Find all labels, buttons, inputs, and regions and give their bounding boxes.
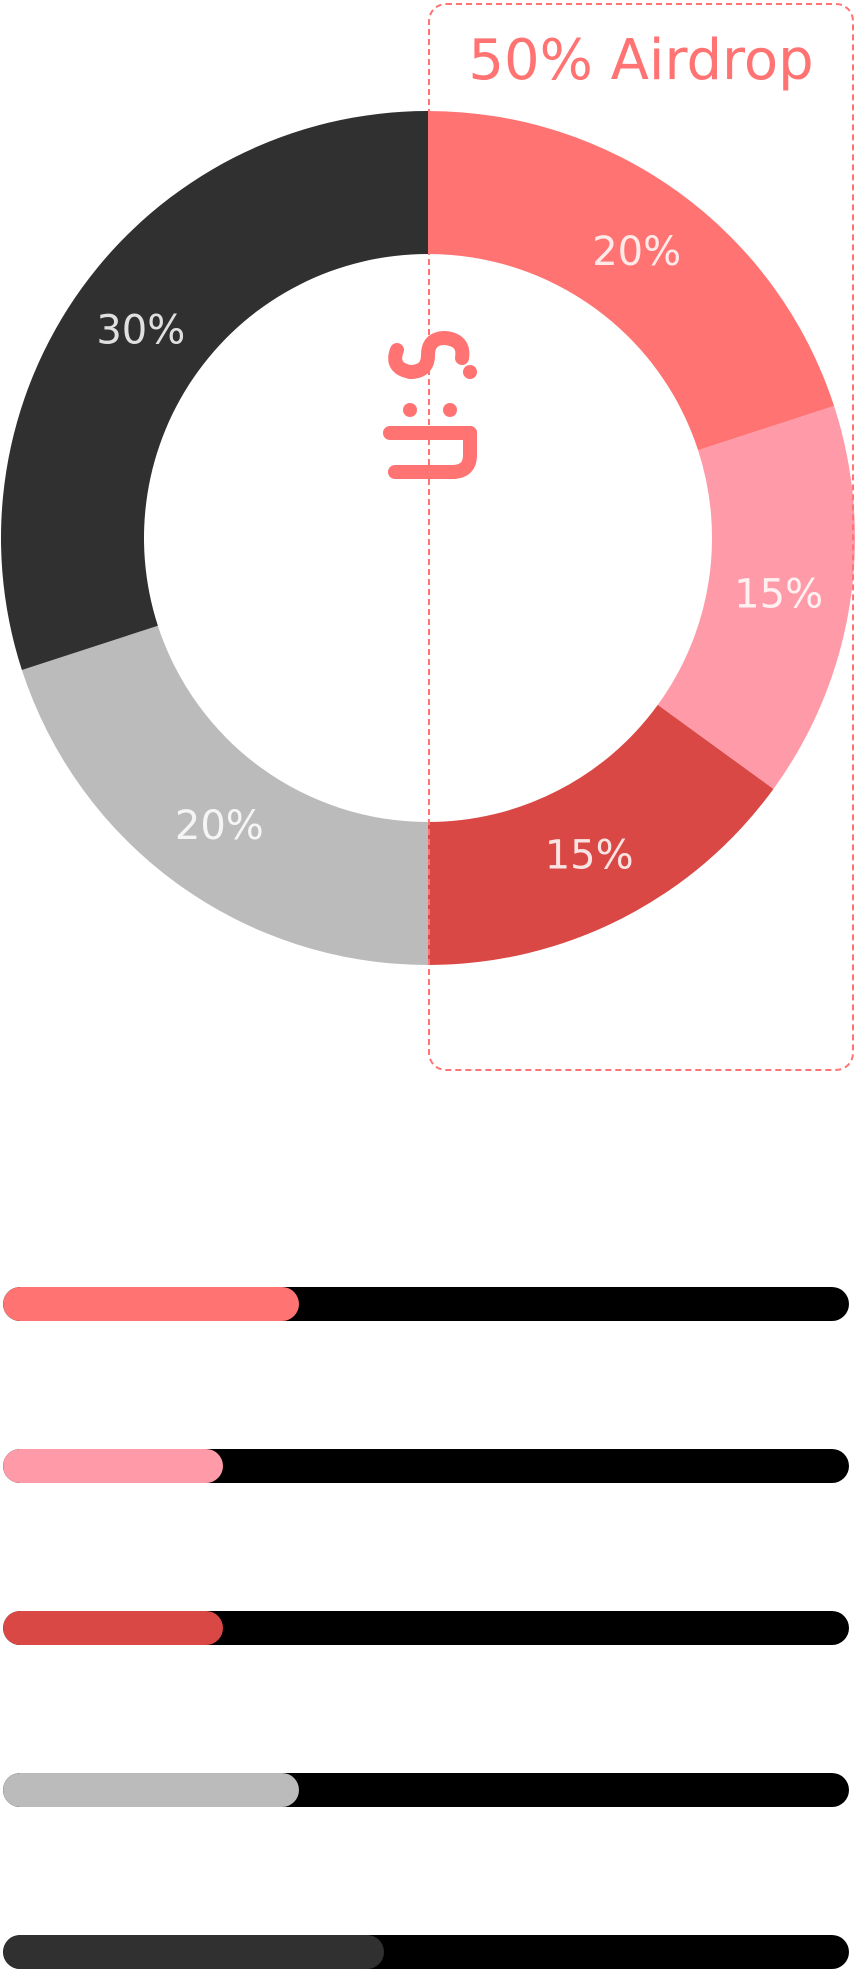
progress-bar-2: [3, 1449, 849, 1483]
progress-fill-4: [3, 1773, 300, 1807]
slice-label-3: 15%: [545, 832, 634, 878]
progress-bar-3: [3, 1611, 849, 1645]
progress-fill-5: [3, 1935, 384, 1969]
progress-fill-3: [3, 1611, 223, 1645]
donut-slice-1: [428, 111, 835, 451]
airdrop-highlight-box: [428, 3, 854, 1071]
slice-label-4: 20%: [175, 803, 264, 849]
airdrop-label: 50% Airdrop: [468, 28, 814, 93]
progress-bar-5: [3, 1935, 849, 1969]
uis-logo-icon: [383, 331, 477, 479]
donut-slice-2: [657, 406, 855, 789]
donut-chart: 20% 15% 15% 20% 30%: [0, 111, 855, 965]
donut-slice-3: [428, 704, 774, 965]
donut-slice-4: [21, 625, 429, 965]
slice-label-2: 15%: [734, 572, 823, 618]
slice-label-1: 20%: [592, 229, 681, 275]
progress-fill-2: [3, 1449, 223, 1483]
donut-slice-5: [0, 111, 428, 670]
progress-fill-1: [3, 1287, 300, 1321]
slice-label-5: 30%: [96, 307, 185, 353]
progress-bar-1: [3, 1287, 849, 1321]
progress-bar-4: [3, 1773, 849, 1807]
